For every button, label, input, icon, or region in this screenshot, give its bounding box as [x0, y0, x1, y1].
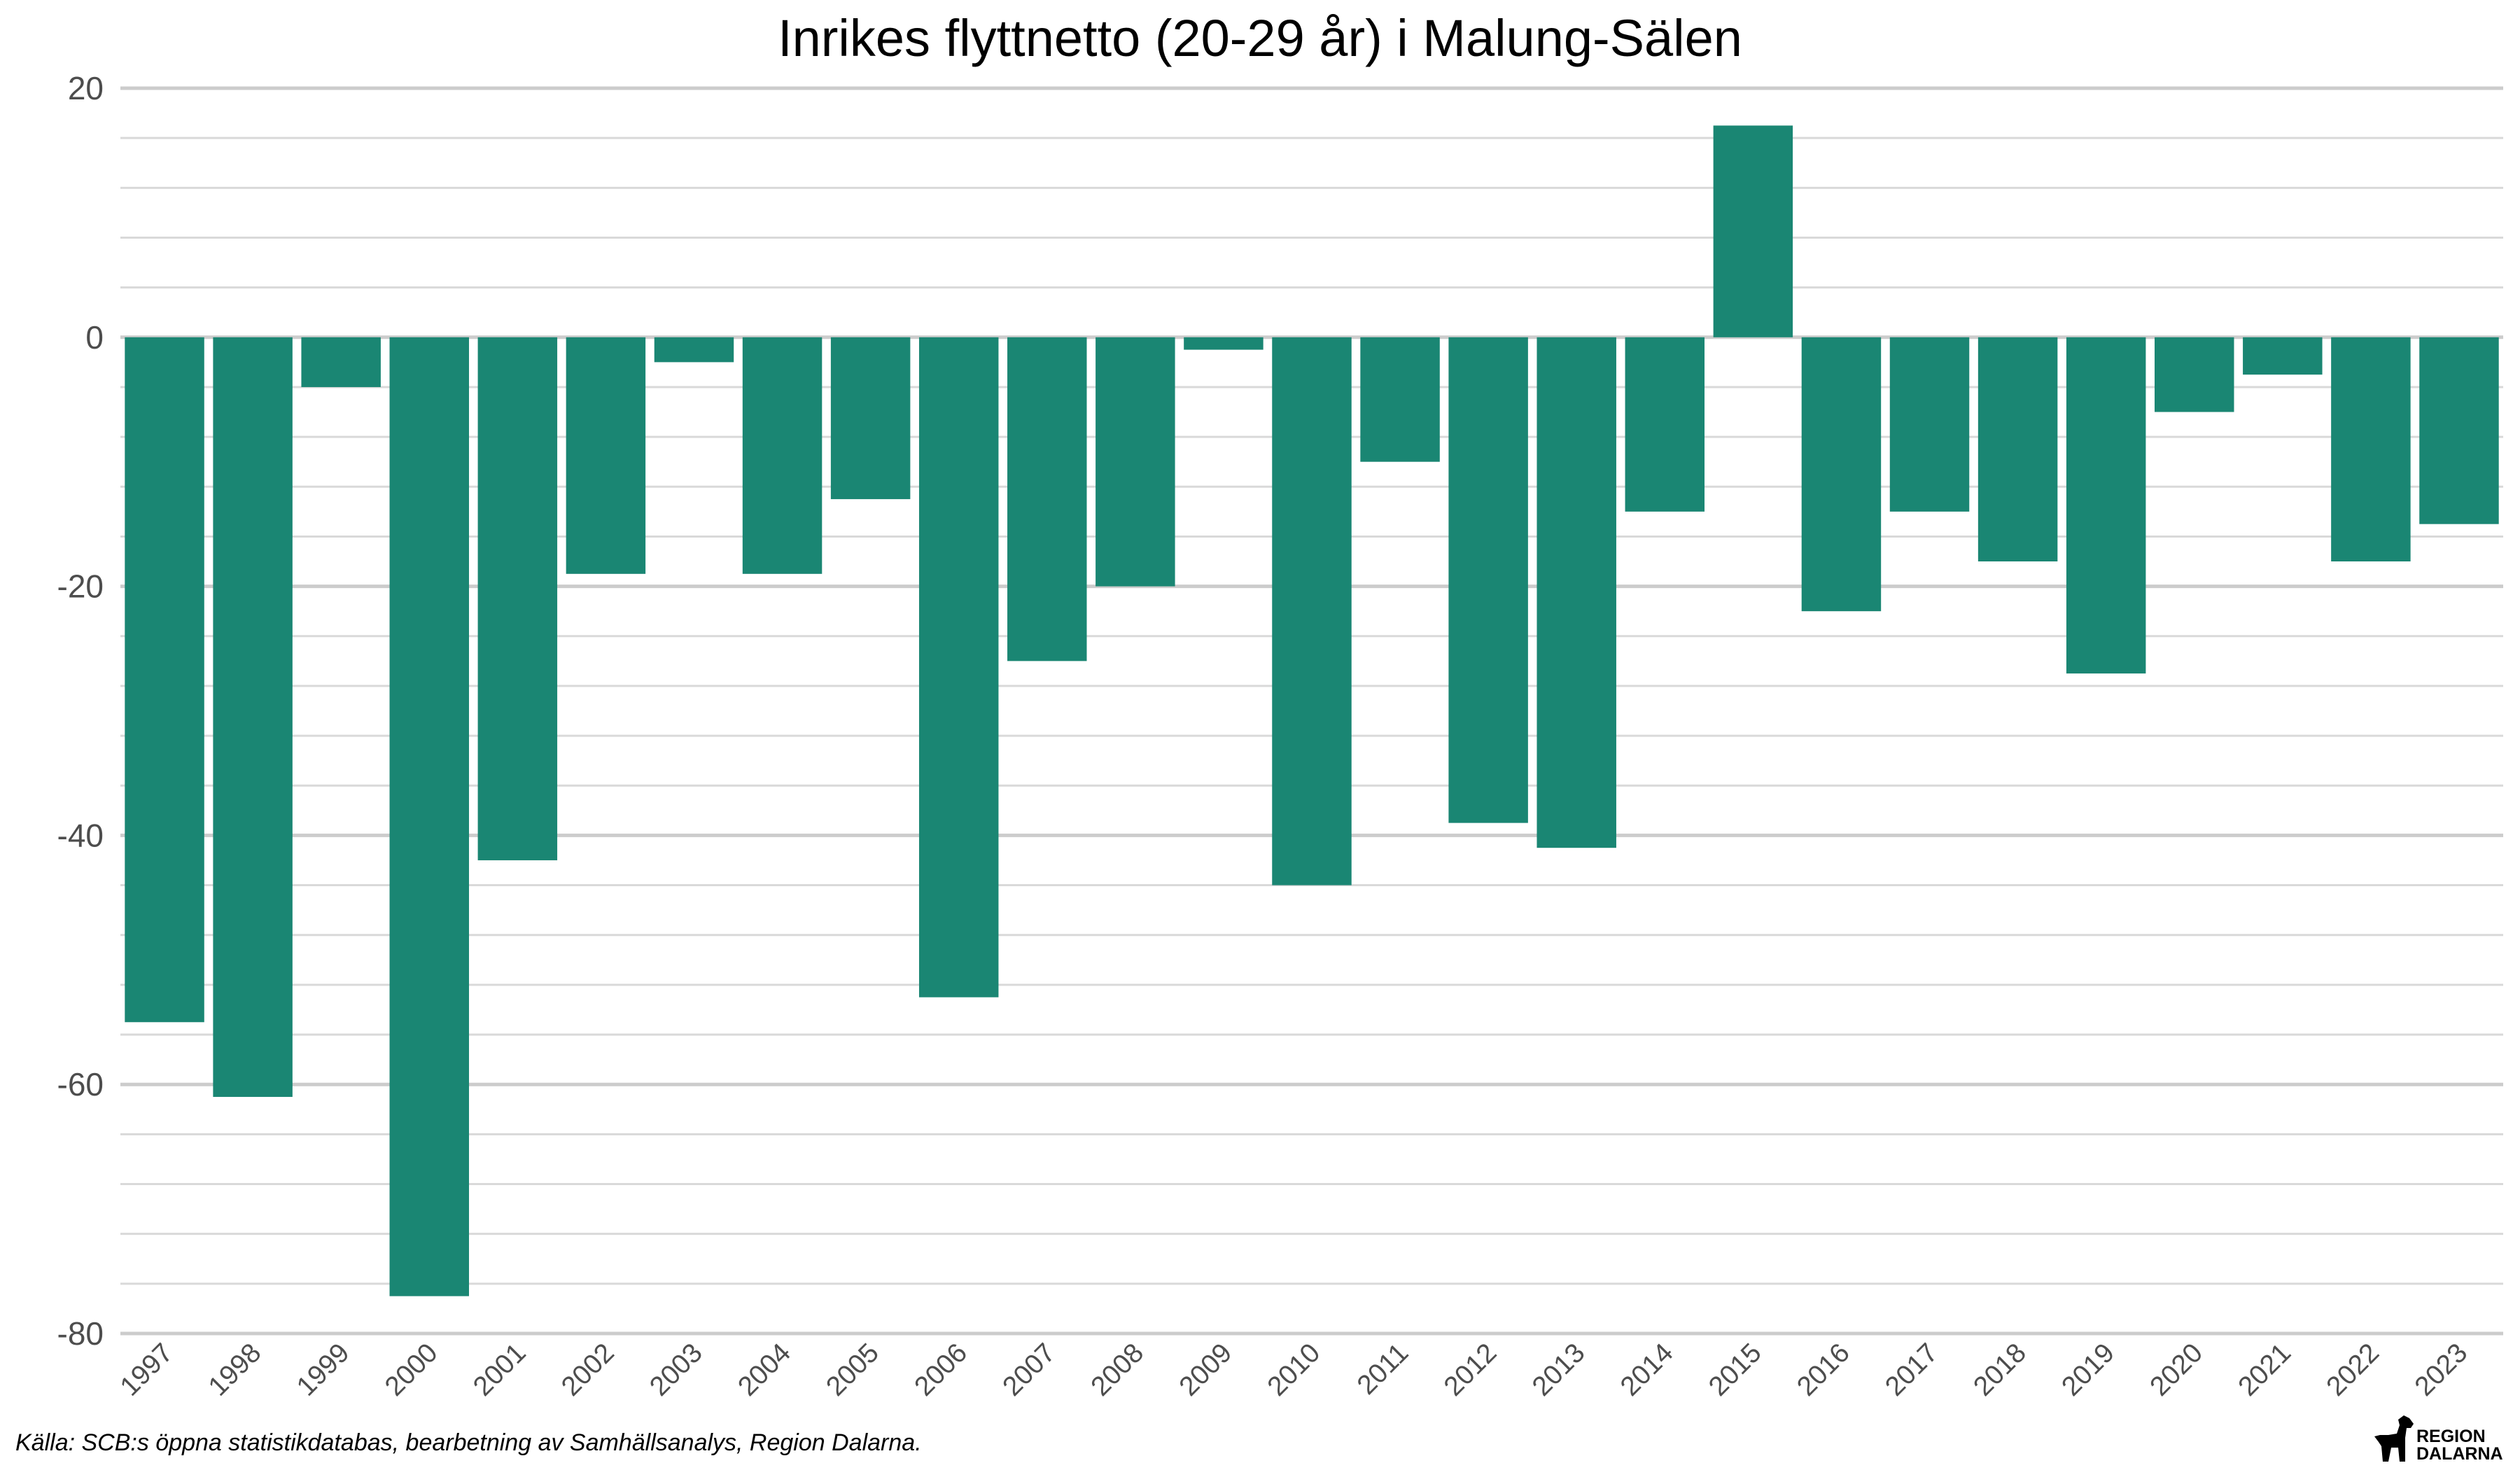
y-tick-label: -20 [57, 568, 104, 605]
bar-2009 [1184, 337, 1264, 350]
y-tick-label: 20 [68, 70, 104, 106]
bar-2023 [2419, 337, 2499, 524]
x-tick-label: 2004 [732, 1338, 797, 1402]
x-tick-label: 2018 [1968, 1338, 2032, 1402]
x-tick-label: 2002 [556, 1338, 620, 1402]
bar-2000 [389, 337, 469, 1296]
bar-2020 [2155, 337, 2234, 412]
x-tick-label: 2013 [1527, 1338, 1591, 1402]
bar-2004 [742, 337, 822, 574]
x-tick-label: 2007 [997, 1338, 1061, 1402]
y-tick-label: -60 [57, 1066, 104, 1102]
region-dalarna-logo: REGION DALARNA [2373, 1407, 2513, 1463]
dala-horse-icon [2374, 1415, 2414, 1462]
bar-2007 [1007, 337, 1087, 662]
y-axis-ticks: 20 0 -20 -40 -60 -80 [57, 70, 104, 1352]
x-tick-label: 2006 [909, 1338, 973, 1402]
bar-2006 [918, 337, 999, 997]
logo-text-dalarna: DALARNA [2416, 1444, 2503, 1464]
bar-2015 [1713, 125, 1793, 337]
x-tick-label: 2015 [1703, 1338, 1768, 1402]
x-tick-label: 2020 [2144, 1338, 2208, 1402]
bar-2014 [1625, 337, 1705, 512]
bar-1998 [213, 337, 293, 1097]
bar-2002 [566, 337, 646, 574]
x-tick-label: 2014 [1615, 1338, 1679, 1402]
x-tick-label: 2009 [1174, 1338, 1238, 1402]
x-tick-label: 2012 [1438, 1338, 1503, 1402]
x-tick-label: 2010 [1262, 1338, 1326, 1402]
x-tick-label: 2017 [1879, 1338, 1944, 1402]
bar-2013 [1536, 337, 1616, 848]
source-caption: Källa: SCB:s öppna statistikdatabas, bea… [15, 1429, 922, 1456]
bar-2017 [1889, 337, 1970, 512]
x-tick-label: 2023 [2409, 1338, 2474, 1402]
y-tick-label: -80 [57, 1315, 104, 1352]
bar-1997 [125, 337, 204, 1023]
bars [125, 125, 2499, 1296]
x-tick-label: 2016 [1791, 1338, 1856, 1402]
bar-2001 [477, 337, 558, 860]
bar-1999 [301, 337, 381, 387]
logo-text-region: REGION [2416, 1427, 2486, 1446]
x-tick-label: 2021 [2232, 1338, 2297, 1402]
y-tick-label: 0 [85, 319, 104, 356]
x-tick-label: 2008 [1085, 1338, 1149, 1402]
x-tick-label: 2022 [2320, 1338, 2385, 1402]
bar-2016 [1801, 337, 1882, 612]
x-tick-label: 1998 [203, 1338, 267, 1402]
bar-2011 [1360, 337, 1440, 462]
bar-2008 [1096, 337, 1175, 587]
bar-2005 [830, 337, 911, 500]
y-tick-label: -40 [57, 817, 104, 853]
x-tick-label: 2000 [379, 1338, 444, 1402]
bar-2019 [2066, 337, 2146, 674]
chart-title: Inrikes flyttnetto (20-29 år) i Malung-S… [778, 9, 1742, 67]
bar-2021 [2243, 337, 2323, 375]
x-tick-label: 2019 [2056, 1338, 2120, 1402]
x-tick-label: 2011 [1352, 1338, 1415, 1401]
bar-2018 [1977, 337, 2058, 562]
bar-2003 [654, 337, 734, 363]
x-tick-label: 2005 [820, 1338, 885, 1402]
x-axis-ticks: 1997 1998 1999 2000 2001 2002 2003 2004 2005 2006… [115, 1338, 2474, 1402]
bar-2010 [1272, 337, 1352, 886]
x-tick-label: 1999 [291, 1338, 356, 1402]
x-tick-label: 2003 [644, 1338, 708, 1402]
x-tick-label: 2001 [468, 1338, 532, 1402]
x-tick-label: 1997 [115, 1338, 179, 1402]
bar-2012 [1448, 337, 1528, 823]
bar-2022 [2331, 337, 2411, 562]
